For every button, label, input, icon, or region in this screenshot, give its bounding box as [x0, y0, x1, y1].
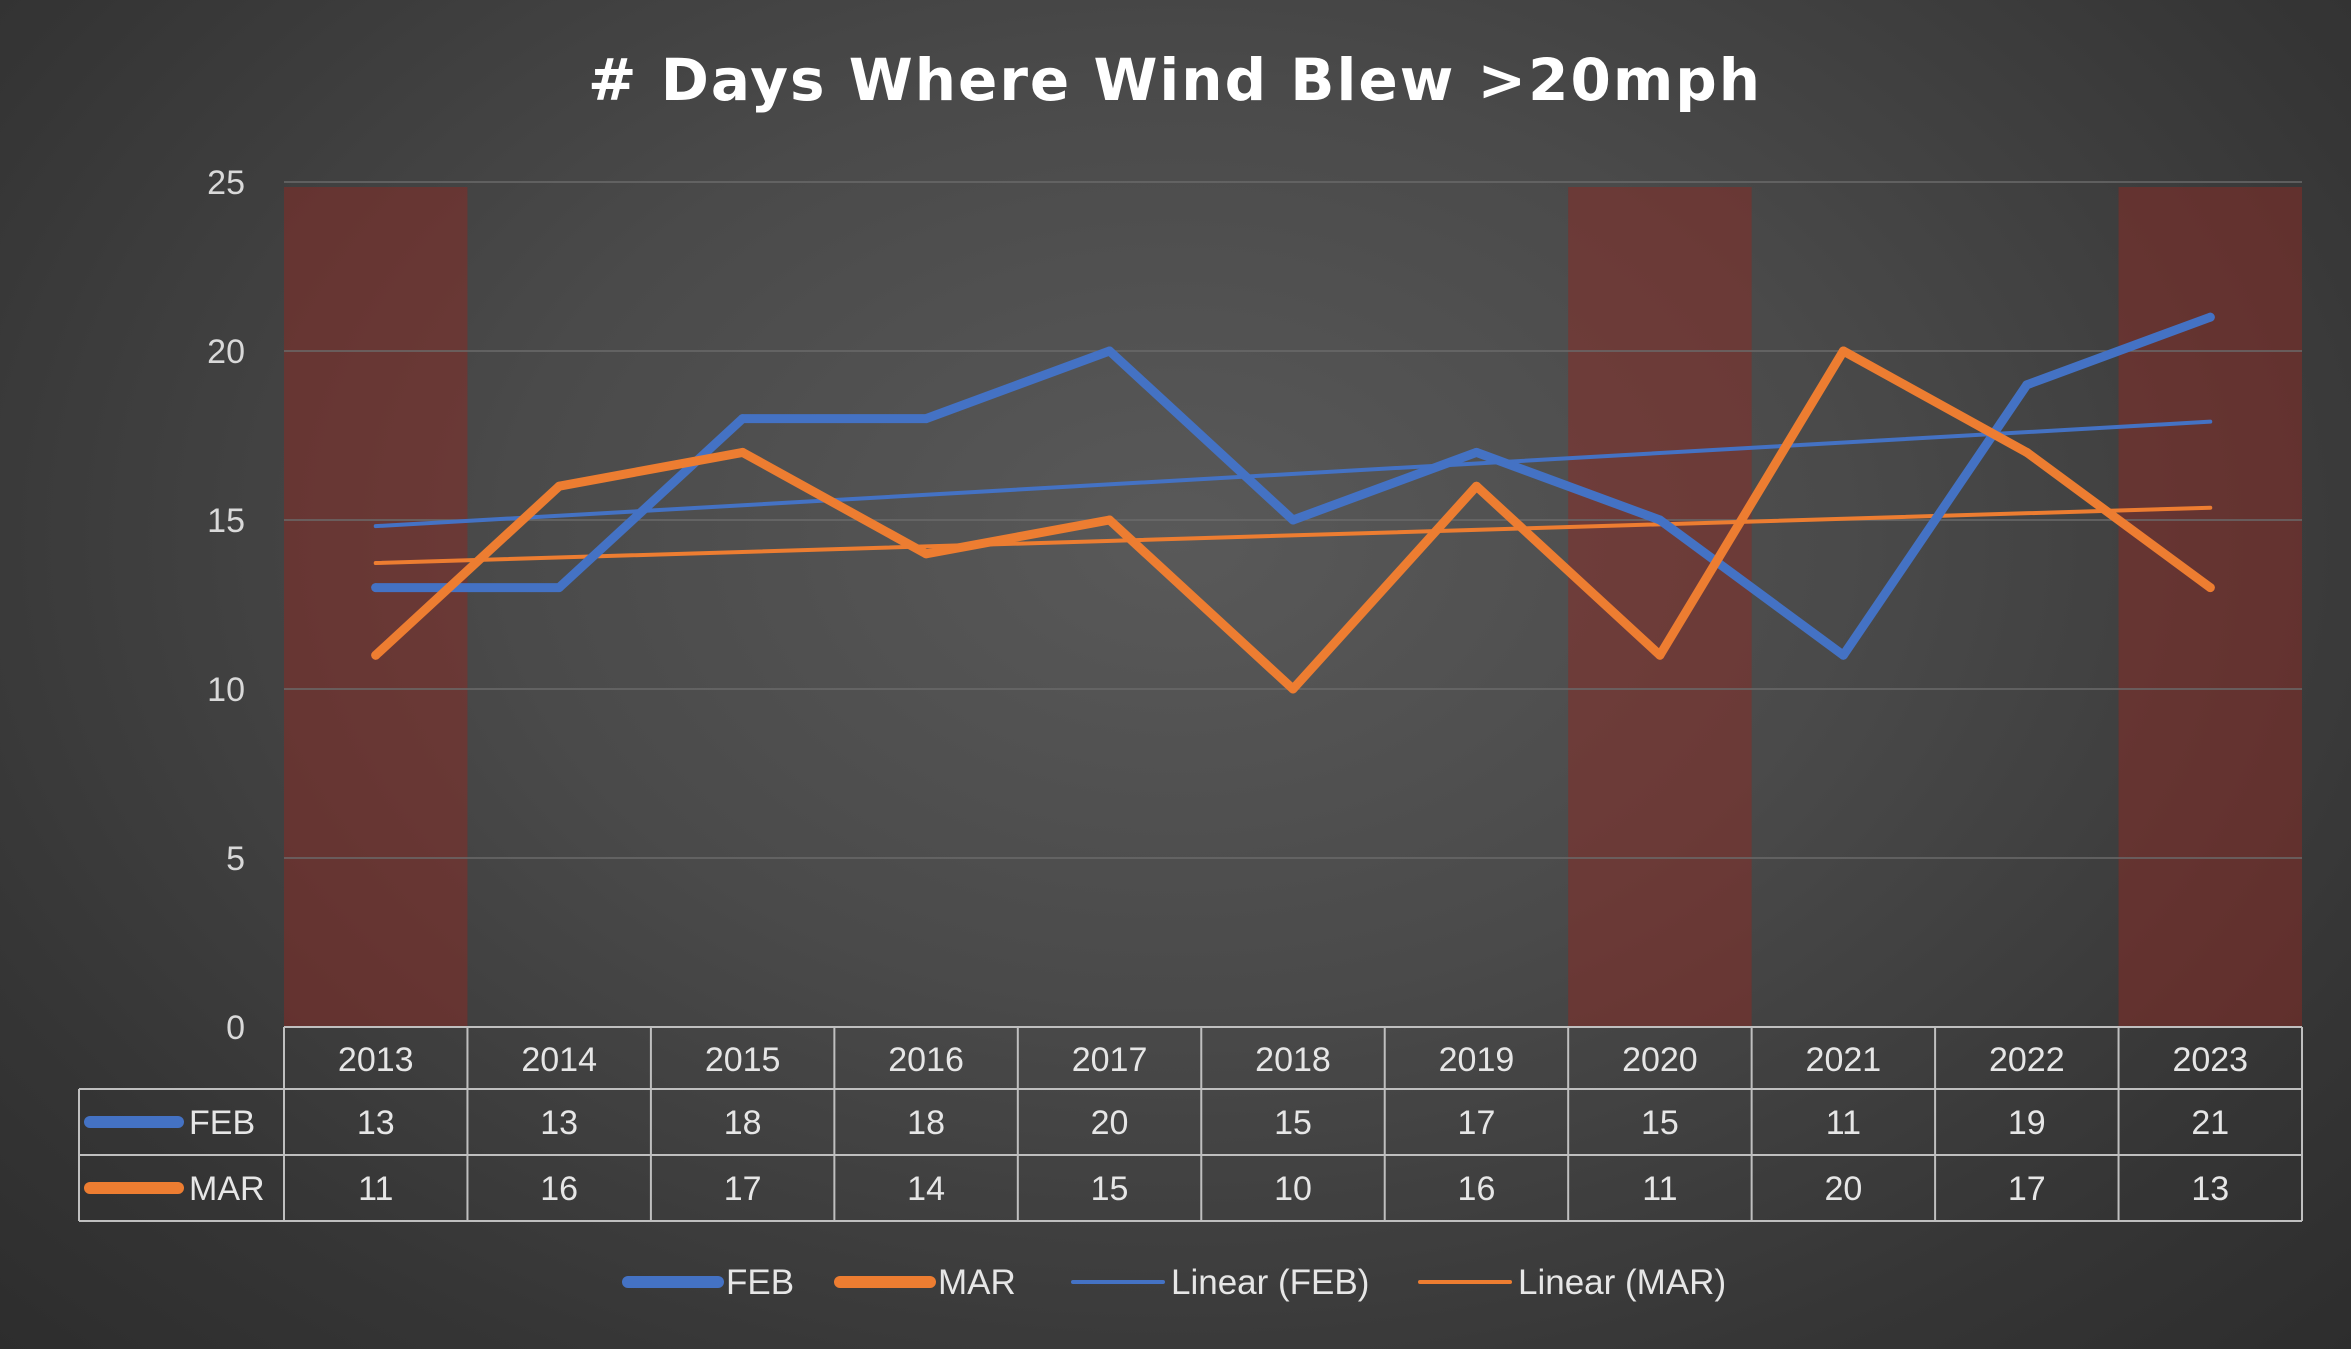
- data-point-feb: [1655, 515, 1665, 525]
- trendlines: [373, 419, 2213, 566]
- x-category-label: 2016: [888, 1041, 964, 1079]
- legend-label-feb: FEB: [726, 1263, 794, 1302]
- data-point-mar: [554, 481, 564, 491]
- data-table: 2013 2014 2015 2016 2017 2018 2019 2020 2021 2022…: [78, 1026, 2303, 1222]
- table-cell-value: 11: [1642, 1170, 1677, 1208]
- x-category-label: 2021: [1806, 1041, 1882, 1079]
- data-point-mar: [738, 447, 748, 457]
- table-cell-value: 18: [724, 1104, 762, 1142]
- data-point-feb: [2022, 380, 2032, 390]
- highlight-bands: [284, 187, 2302, 1027]
- y-tick-label: 10: [207, 671, 245, 709]
- table-cell-value: 15: [1274, 1104, 1312, 1142]
- table-cell-value: 11: [358, 1170, 393, 1208]
- x-category-label: 2018: [1255, 1041, 1331, 1079]
- y-tick-label: 20: [207, 333, 245, 371]
- x-category-label: 2013: [338, 1041, 414, 1079]
- data-point-mar: [921, 549, 931, 559]
- data-point-feb: [1288, 515, 1298, 525]
- table-cell-value: 10: [1274, 1170, 1312, 1208]
- data-point-mar: [2022, 447, 2032, 457]
- trendline-mar: [373, 505, 2213, 566]
- data-point-feb: [1105, 346, 1115, 356]
- y-tick-label: 0: [226, 1009, 245, 1047]
- x-category-label: 2017: [1072, 1041, 1148, 1079]
- data-point-feb: [738, 414, 748, 424]
- table-cell-value: 11: [1826, 1104, 1861, 1142]
- y-axis-ticks: 0 5 10 15 20 25: [207, 164, 245, 1047]
- table-cell-value: 20: [1091, 1104, 1129, 1142]
- table-cell-value: 17: [724, 1170, 762, 1208]
- table-row-label: MAR: [189, 1170, 265, 1208]
- data-point-mar: [1105, 515, 1115, 525]
- table-cell-value: 19: [2008, 1104, 2046, 1142]
- y-tick-label: 25: [207, 164, 245, 202]
- x-category-label: 2015: [705, 1041, 781, 1079]
- data-point-mar: [1838, 346, 1848, 356]
- table-cell-value: 13: [2191, 1170, 2229, 1208]
- legend-label-trend-feb: Linear (FEB): [1171, 1263, 1369, 1302]
- legend: FEB MAR Linear (FEB) Linear (MAR): [622, 1263, 1726, 1302]
- trendline-feb: [373, 419, 2213, 529]
- table-cell-value: 13: [357, 1104, 395, 1142]
- highlight-band-2013: [284, 187, 468, 1027]
- series-line-feb: [371, 312, 2215, 660]
- table-cell-value: 15: [1641, 1104, 1679, 1142]
- legend-label-trend-mar: Linear (MAR): [1518, 1263, 1726, 1302]
- highlight-band-2023: [2118, 187, 2302, 1027]
- table-cell-value: 13: [540, 1104, 578, 1142]
- y-tick-label: 5: [226, 840, 245, 878]
- data-point-mar: [2205, 583, 2215, 593]
- x-category-label: 2020: [1622, 1041, 1698, 1079]
- data-point-feb: [371, 583, 381, 593]
- data-point-feb: [554, 583, 564, 593]
- series-lines: [371, 312, 2215, 694]
- data-point-feb: [1838, 650, 1848, 660]
- legend-label-mar: MAR: [938, 1263, 1016, 1302]
- table-cell-value: 16: [1458, 1170, 1496, 1208]
- table-cell-value: 20: [1824, 1170, 1862, 1208]
- x-category-label: 2023: [2172, 1041, 2248, 1079]
- data-point-feb: [1471, 447, 1481, 457]
- table-row-label: FEB: [189, 1104, 255, 1142]
- table-cell-value: 18: [907, 1104, 945, 1142]
- x-category-label: 2019: [1439, 1041, 1515, 1079]
- x-category-label: 2014: [521, 1041, 597, 1079]
- data-point-feb: [921, 414, 931, 424]
- data-point-mar: [1471, 481, 1481, 491]
- data-point-mar: [1288, 684, 1298, 694]
- data-point-mar: [371, 650, 381, 660]
- data-point-mar: [1655, 650, 1665, 660]
- table-cell-value: 16: [540, 1170, 578, 1208]
- chart-title: # Days Where Wind Blew >20mph: [588, 46, 1762, 114]
- data-point-feb: [2205, 312, 2215, 322]
- highlight-band-2020: [1568, 187, 1752, 1027]
- table-cell-value: 15: [1091, 1170, 1129, 1208]
- table-cell-value: 17: [2008, 1170, 2046, 1208]
- x-category-label: 2022: [1989, 1041, 2065, 1079]
- table-cell-value: 17: [1458, 1104, 1496, 1142]
- table-cell-value: 14: [907, 1170, 945, 1208]
- table-cell-value: 21: [2191, 1104, 2229, 1142]
- y-tick-label: 15: [207, 502, 245, 540]
